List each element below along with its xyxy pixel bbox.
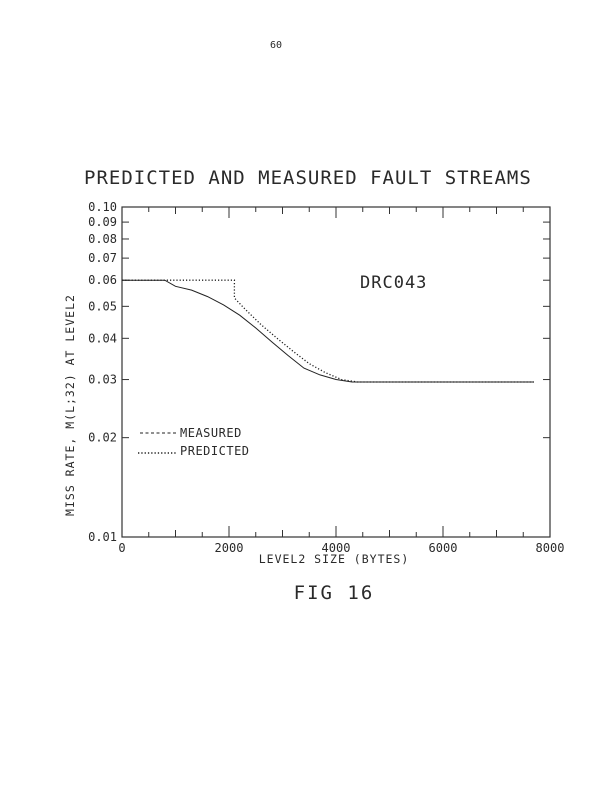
y-tick-label: 0.03 bbox=[88, 373, 117, 387]
x-tick-label: 0 bbox=[118, 541, 125, 555]
x-tick-label: 8000 bbox=[536, 541, 565, 555]
y-tick-label: 0.05 bbox=[88, 299, 117, 313]
x-tick-label: 2000 bbox=[215, 541, 244, 555]
legend-label-predicted: PREDICTED bbox=[180, 444, 250, 458]
legend-label-measured: MEASURED bbox=[180, 426, 242, 440]
y-tick-label: 0.04 bbox=[88, 331, 117, 345]
x-tick-label: 6000 bbox=[429, 541, 458, 555]
plot-frame bbox=[121, 206, 551, 538]
series-line-measured bbox=[122, 279, 534, 383]
y-tick-label: 0.06 bbox=[88, 273, 117, 287]
page-number: 60 bbox=[270, 40, 283, 51]
y-tick-label: 0.09 bbox=[88, 215, 117, 229]
figure-caption: FIG 16 bbox=[293, 582, 375, 604]
x-tick-label: 4000 bbox=[322, 541, 351, 555]
y-tick-label: 0.07 bbox=[88, 251, 117, 265]
y-tick-label: 0.10 bbox=[88, 200, 117, 214]
x-axis-label: LEVEL2 SIZE (BYTES) bbox=[258, 552, 410, 566]
series-line-predicted bbox=[122, 279, 534, 383]
y-tick-label: 0.08 bbox=[88, 232, 117, 246]
y-tick-label: 0.01 bbox=[88, 530, 117, 544]
y-tick-label: 0.02 bbox=[88, 431, 117, 445]
chart-title: PREDICTED AND MEASURED FAULT STREAMS bbox=[84, 167, 532, 189]
chart-annotation: DRC043 bbox=[360, 273, 427, 293]
